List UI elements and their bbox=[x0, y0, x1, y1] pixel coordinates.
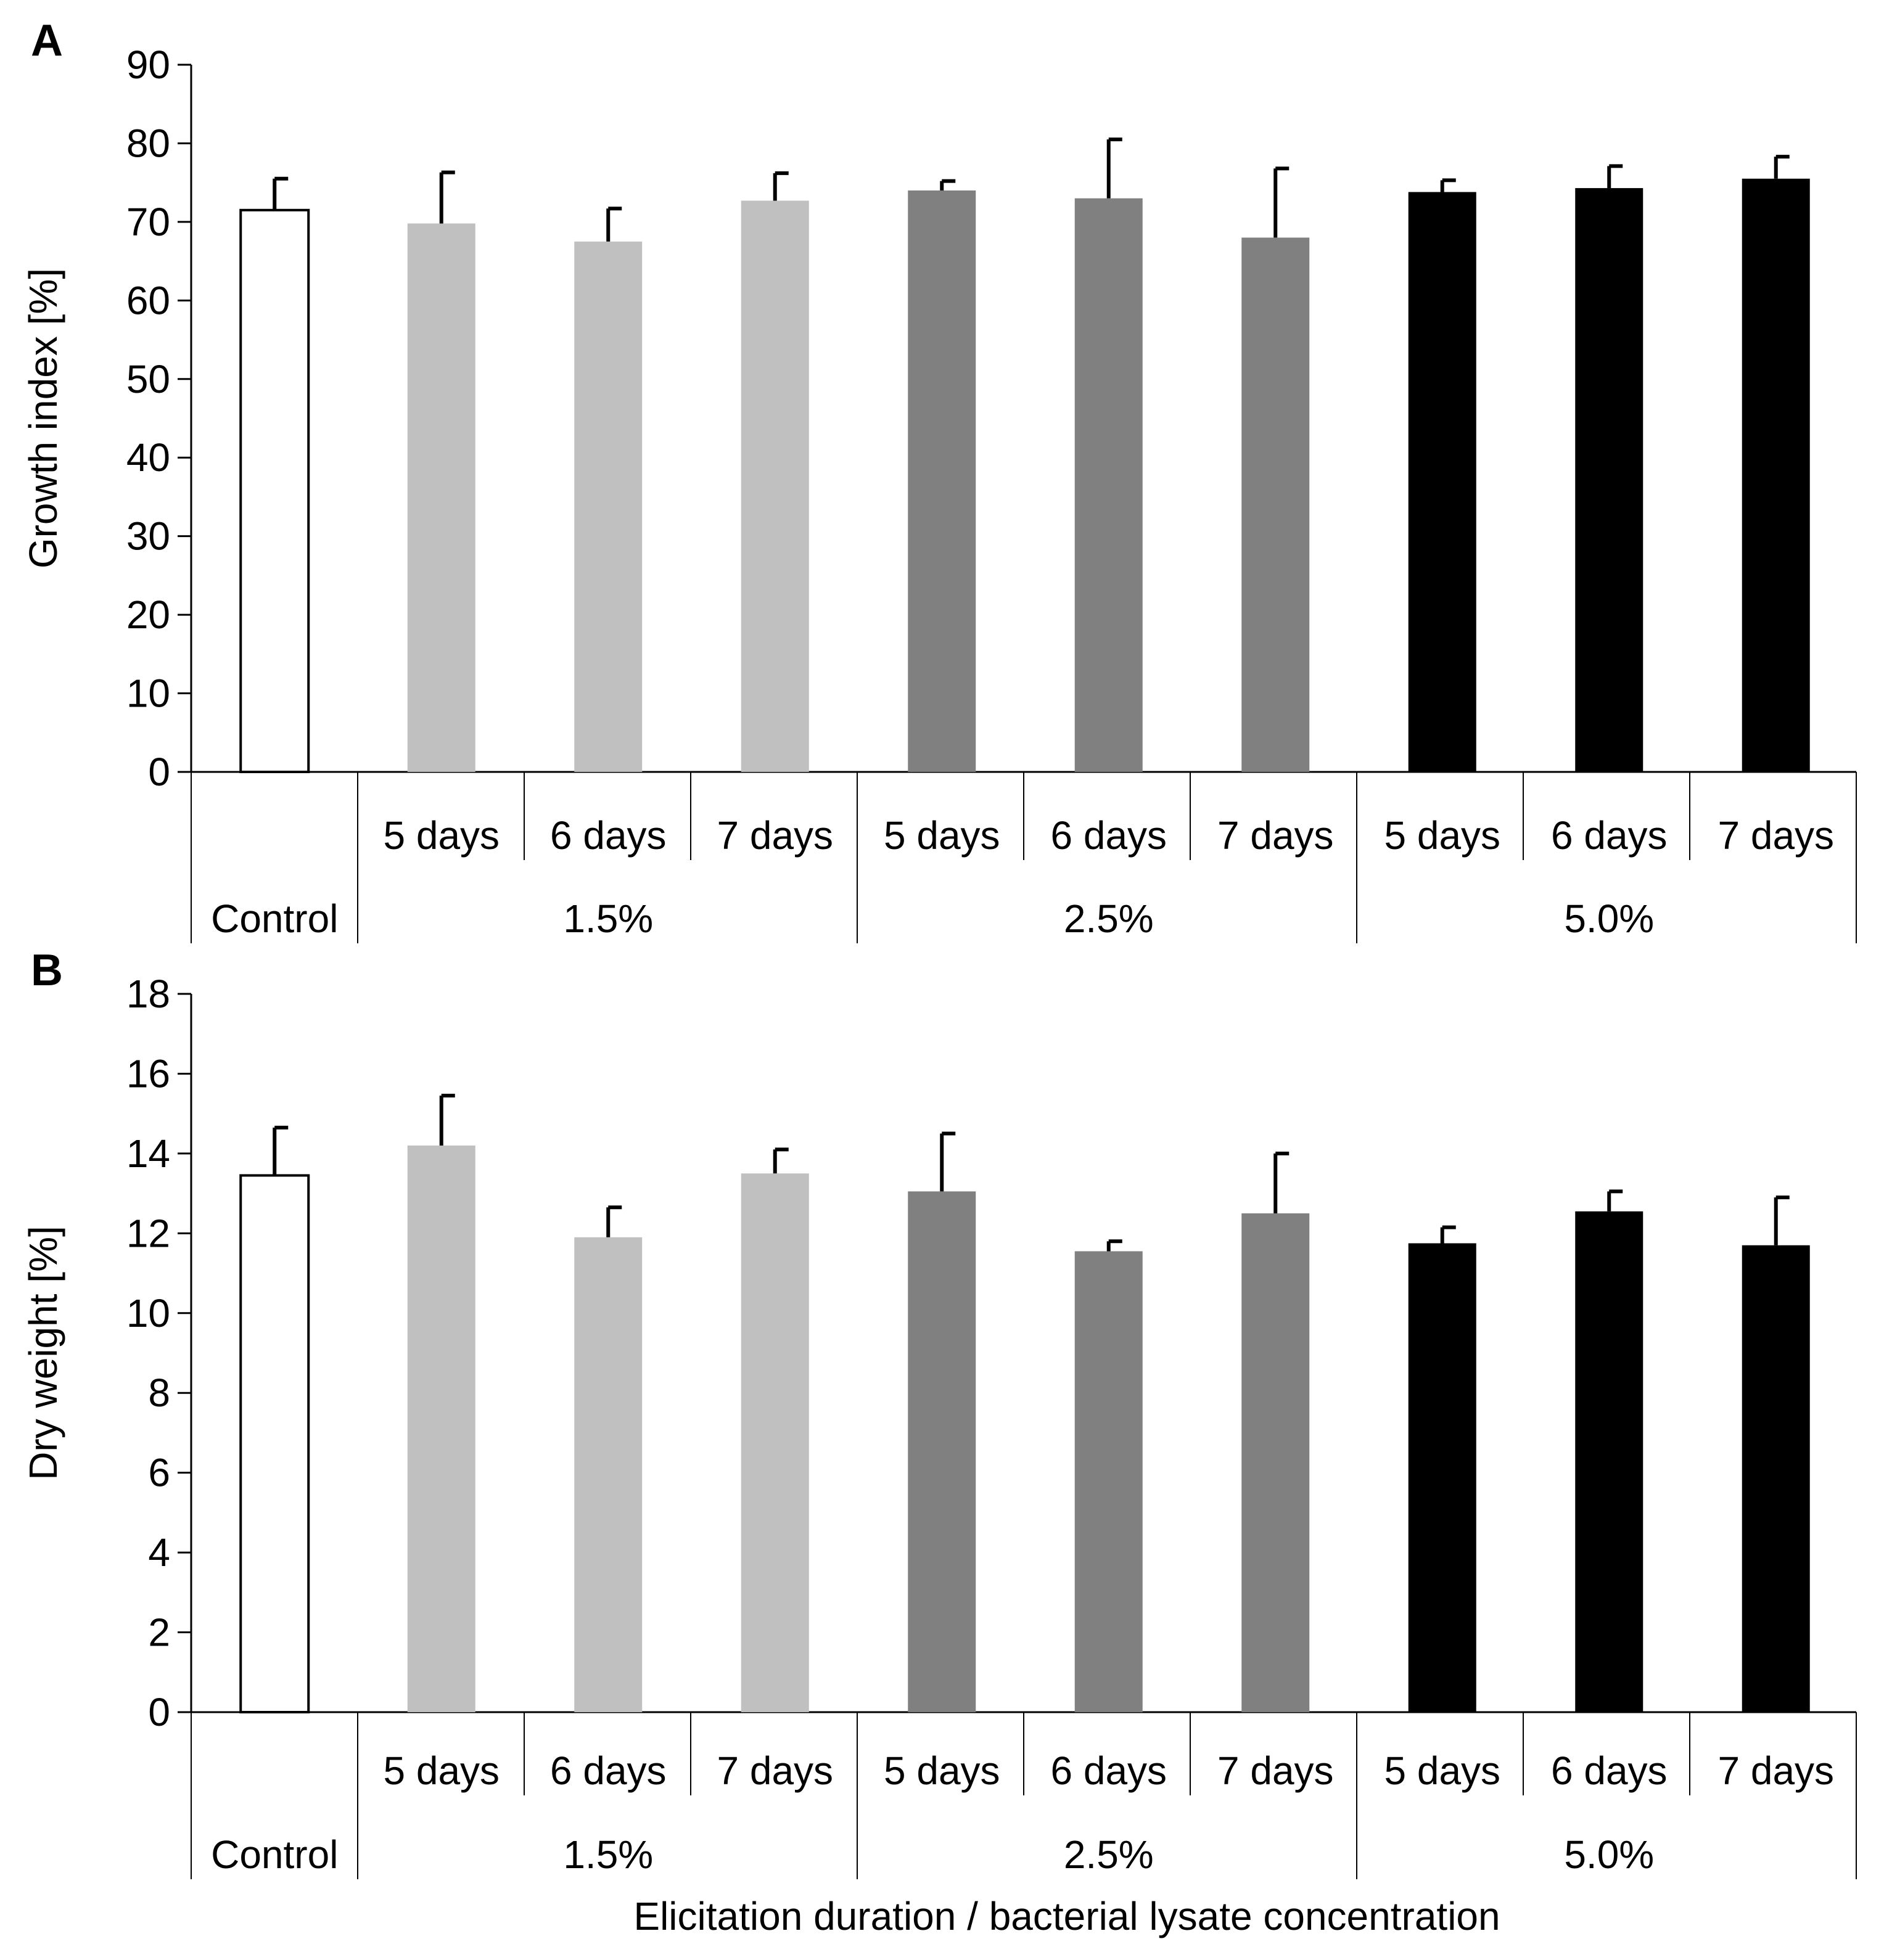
group-label: 1.5% bbox=[563, 1832, 653, 1877]
bar bbox=[407, 223, 475, 773]
bar bbox=[407, 1145, 475, 1712]
category-label: 5 days bbox=[884, 1749, 1000, 1793]
bar bbox=[239, 208, 310, 773]
category-label: 6 days bbox=[550, 1749, 667, 1793]
panel-label: A bbox=[31, 16, 63, 65]
y-tick-label: 0 bbox=[148, 1690, 170, 1734]
y-tick-label: 20 bbox=[126, 593, 170, 637]
bar bbox=[574, 241, 643, 772]
y-tick-label: 0 bbox=[148, 750, 170, 794]
category-label: 7 days bbox=[717, 1749, 833, 1793]
y-tick-label: 50 bbox=[126, 357, 170, 401]
category-label: 6 days bbox=[1551, 813, 1668, 858]
category-label: 7 days bbox=[1717, 1749, 1834, 1793]
bar bbox=[239, 1174, 310, 1713]
group-label: 5.0% bbox=[1564, 1832, 1654, 1877]
y-tick-label: 60 bbox=[126, 278, 170, 322]
group-label: 5.0% bbox=[1564, 896, 1654, 941]
y-tick-label: 10 bbox=[126, 1291, 170, 1335]
bar bbox=[1074, 198, 1143, 773]
bar bbox=[1742, 178, 1810, 772]
bar bbox=[741, 200, 809, 772]
category-label: 7 days bbox=[717, 813, 833, 858]
y-tick-label: 4 bbox=[148, 1530, 170, 1575]
panel-a: A Growth index [%] 0 10 20 30 40 50 60 70 80 90 5 da… bbox=[21, 16, 1857, 943]
category-label: 5 days bbox=[1384, 813, 1500, 858]
bar bbox=[574, 1237, 643, 1712]
y-tick-label: 12 bbox=[126, 1211, 170, 1255]
y-tick-label: 6 bbox=[148, 1451, 170, 1495]
y-axis-title: Dry weight [%] bbox=[21, 1226, 65, 1480]
y-axis-title: Growth index [%] bbox=[21, 268, 65, 568]
y-tick-label: 40 bbox=[126, 435, 170, 480]
category-label: 7 days bbox=[1217, 813, 1334, 858]
category-label: 6 days bbox=[1551, 1749, 1668, 1793]
y-tick-label: 18 bbox=[126, 972, 170, 1016]
group-label: 1.5% bbox=[563, 896, 653, 941]
y-tick-label: 70 bbox=[126, 200, 170, 244]
bar bbox=[1575, 1211, 1643, 1712]
group-label: Control bbox=[211, 1832, 338, 1877]
y-tick-label: 30 bbox=[126, 514, 170, 559]
bar bbox=[1241, 237, 1310, 772]
category-label: 7 days bbox=[1217, 1749, 1334, 1793]
bar bbox=[908, 190, 976, 772]
panel-label: B bbox=[31, 946, 63, 995]
y-tick-label: 2 bbox=[148, 1610, 170, 1655]
group-label: Control bbox=[211, 896, 338, 941]
y-tick-label: 8 bbox=[148, 1371, 170, 1415]
x-axis-title: Elicitation duration / bacterial lysate … bbox=[633, 1894, 1500, 1938]
category-label: 6 days bbox=[550, 813, 667, 858]
group-label: 2.5% bbox=[1064, 896, 1154, 941]
category-label: 6 days bbox=[1050, 813, 1167, 858]
y-tick-label: 16 bbox=[126, 1051, 170, 1096]
category-label: 5 days bbox=[383, 813, 500, 858]
bar bbox=[1241, 1213, 1310, 1712]
y-tick-label: 90 bbox=[126, 43, 170, 87]
y-tick-label: 10 bbox=[126, 671, 170, 716]
category-label: 5 days bbox=[383, 1749, 500, 1793]
y-tick-label: 14 bbox=[126, 1131, 170, 1176]
category-label: 5 days bbox=[1384, 1749, 1500, 1793]
bar bbox=[1575, 188, 1643, 772]
y-tick-label: 80 bbox=[126, 121, 170, 165]
panel-b: B Dry weight [%] 0 2 4 6 8 10 12 14 16 18 5 days 6 da… bbox=[21, 946, 1857, 1879]
bar bbox=[1408, 192, 1476, 773]
bar bbox=[908, 1191, 976, 1712]
bar bbox=[1742, 1245, 1810, 1712]
category-label: 6 days bbox=[1050, 1749, 1167, 1793]
category-label: 5 days bbox=[884, 813, 1000, 858]
bar bbox=[1408, 1243, 1476, 1712]
bar bbox=[741, 1173, 809, 1712]
bar bbox=[1074, 1251, 1143, 1712]
group-label: 2.5% bbox=[1064, 1832, 1154, 1877]
category-label: 7 days bbox=[1717, 813, 1834, 858]
